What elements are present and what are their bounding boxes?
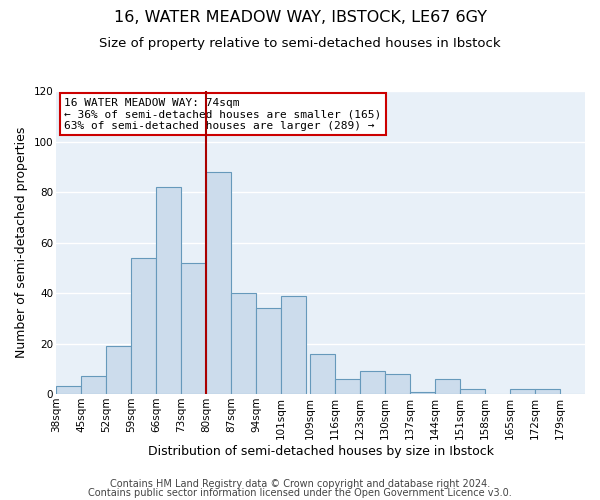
Text: 16, WATER MEADOW WAY, IBSTOCK, LE67 6GY: 16, WATER MEADOW WAY, IBSTOCK, LE67 6GY <box>113 10 487 25</box>
X-axis label: Distribution of semi-detached houses by size in Ibstock: Distribution of semi-detached houses by … <box>148 444 494 458</box>
Bar <box>231 293 256 394</box>
Bar <box>335 379 360 394</box>
Text: Contains public sector information licensed under the Open Government Licence v3: Contains public sector information licen… <box>88 488 512 498</box>
Bar <box>106 346 131 394</box>
Bar <box>410 392 435 394</box>
Bar <box>256 308 281 394</box>
Bar <box>206 172 231 394</box>
Y-axis label: Number of semi-detached properties: Number of semi-detached properties <box>15 127 28 358</box>
Bar <box>310 354 335 394</box>
Bar <box>360 372 385 394</box>
Bar <box>81 376 106 394</box>
Text: 16 WATER MEADOW WAY: 74sqm
← 36% of semi-detached houses are smaller (165)
63% o: 16 WATER MEADOW WAY: 74sqm ← 36% of semi… <box>64 98 381 131</box>
Bar <box>131 258 156 394</box>
Bar <box>56 386 81 394</box>
Bar <box>535 389 560 394</box>
Bar <box>435 379 460 394</box>
Text: Contains HM Land Registry data © Crown copyright and database right 2024.: Contains HM Land Registry data © Crown c… <box>110 479 490 489</box>
Text: Size of property relative to semi-detached houses in Ibstock: Size of property relative to semi-detach… <box>99 38 501 51</box>
Bar <box>181 263 206 394</box>
Bar <box>385 374 410 394</box>
Bar <box>510 389 535 394</box>
Bar <box>460 389 485 394</box>
Bar <box>156 188 181 394</box>
Bar <box>281 296 306 394</box>
